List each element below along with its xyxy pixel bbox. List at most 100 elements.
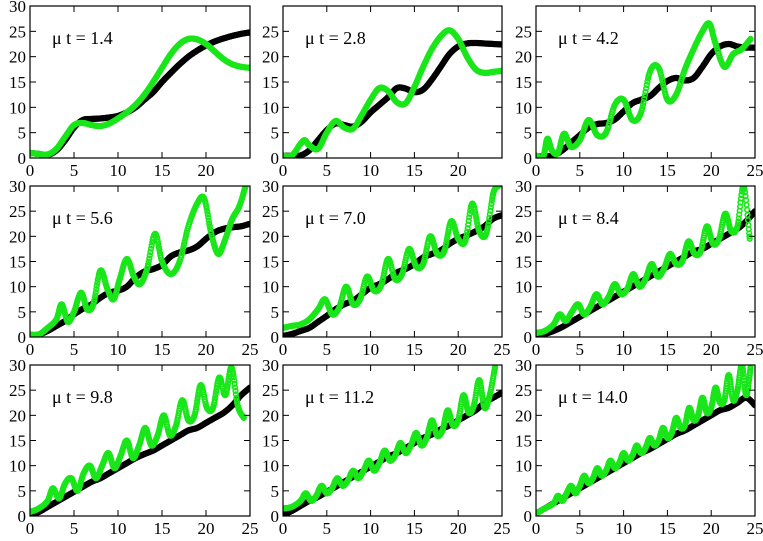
y-tick-label: 25 bbox=[262, 22, 279, 41]
y-tick-label: 10 bbox=[262, 98, 279, 117]
data-point bbox=[746, 230, 753, 237]
data-point bbox=[204, 211, 211, 218]
x-tick-label: 15 bbox=[659, 161, 676, 180]
x-tick-label: 10 bbox=[615, 340, 632, 359]
x-tick-label: 10 bbox=[110, 161, 127, 180]
data-point bbox=[145, 258, 152, 265]
data-point bbox=[498, 41, 502, 48]
x-tick-label: 0 bbox=[279, 340, 288, 359]
data-point bbox=[742, 197, 750, 204]
data-point bbox=[488, 200, 495, 207]
y-tick-label: 10 bbox=[515, 278, 532, 297]
data-point bbox=[488, 197, 496, 204]
data-point bbox=[642, 88, 649, 95]
x-tick-label: 20 bbox=[703, 161, 720, 180]
data-point bbox=[495, 186, 502, 190]
data-point bbox=[485, 218, 492, 225]
data-point bbox=[182, 235, 189, 242]
data-point bbox=[484, 226, 491, 234]
series-group bbox=[30, 186, 250, 337]
data-point bbox=[179, 247, 186, 254]
x-tick-label: 15 bbox=[154, 340, 171, 359]
data-point bbox=[484, 224, 491, 231]
x-tick-label: 20 bbox=[198, 161, 215, 180]
series-2 bbox=[30, 186, 249, 337]
x-tick-label: 25 bbox=[747, 340, 763, 359]
data-point bbox=[486, 214, 493, 221]
data-point bbox=[146, 252, 153, 259]
data-point bbox=[639, 104, 646, 112]
y-tick-label: 15 bbox=[9, 73, 26, 92]
panel-label: μ t = 5.6 bbox=[52, 208, 113, 228]
data-point bbox=[737, 195, 745, 202]
series-group bbox=[30, 29, 250, 158]
x-tick-label: 5 bbox=[323, 340, 332, 359]
data-point bbox=[734, 221, 742, 228]
series-2 bbox=[536, 186, 753, 337]
data-point bbox=[751, 44, 755, 51]
data-point bbox=[641, 95, 648, 102]
data-point bbox=[657, 72, 665, 79]
data-point bbox=[443, 237, 450, 244]
y-tick-label: 5 bbox=[524, 124, 533, 143]
data-point bbox=[644, 78, 651, 85]
y-tick-label: 0 bbox=[524, 328, 533, 347]
y-tick-label: 25 bbox=[262, 202, 279, 221]
x-tick-label: 10 bbox=[362, 340, 379, 359]
data-point bbox=[747, 35, 754, 43]
y-tick-label: 5 bbox=[271, 303, 280, 322]
data-point bbox=[659, 77, 666, 84]
x-tick-label: 5 bbox=[323, 161, 332, 180]
x-tick-label: 20 bbox=[703, 340, 720, 359]
data-point bbox=[473, 217, 480, 224]
y-tick-label: 10 bbox=[515, 98, 532, 117]
x-tick-label: 15 bbox=[154, 161, 171, 180]
data-point bbox=[147, 245, 155, 252]
y-tick-label: 30 bbox=[9, 177, 26, 196]
x-tick-label: 25 bbox=[242, 340, 259, 359]
y-tick-label: 5 bbox=[524, 303, 533, 322]
data-point bbox=[206, 220, 213, 227]
data-point bbox=[744, 211, 751, 219]
data-point bbox=[155, 244, 162, 251]
y-tick-label: 10 bbox=[262, 278, 279, 297]
y-tick-label: 10 bbox=[9, 278, 26, 297]
panel-label: μ t = 8.4 bbox=[558, 208, 619, 228]
data-point bbox=[205, 214, 212, 221]
data-point bbox=[92, 289, 99, 296]
y-tick-label: 20 bbox=[262, 48, 279, 67]
data-point bbox=[642, 85, 650, 92]
x-tick-label: 15 bbox=[406, 161, 423, 180]
data-point bbox=[147, 249, 154, 256]
series-group bbox=[283, 186, 502, 337]
x-tick-label: 15 bbox=[659, 340, 676, 359]
y-tick-label: 20 bbox=[262, 227, 279, 246]
series-group bbox=[536, 186, 755, 337]
data-point bbox=[658, 74, 665, 82]
data-point bbox=[466, 214, 473, 221]
data-point bbox=[91, 294, 98, 302]
data-point bbox=[94, 279, 101, 287]
data-point bbox=[660, 83, 667, 90]
x-tick-label: 25 bbox=[494, 340, 511, 359]
series-group bbox=[283, 27, 502, 158]
y-tick-label: 5 bbox=[18, 124, 27, 143]
data-point bbox=[735, 218, 742, 225]
data-point bbox=[498, 67, 502, 74]
x-tick-label: 20 bbox=[450, 340, 467, 359]
data-point bbox=[743, 206, 751, 213]
data-point bbox=[93, 282, 100, 290]
y-tick-label: 5 bbox=[18, 303, 27, 322]
x-tick-label: 25 bbox=[747, 161, 763, 180]
data-point bbox=[93, 286, 100, 293]
x-tick-label: 20 bbox=[198, 340, 215, 359]
data-point bbox=[659, 80, 667, 87]
data-point bbox=[472, 211, 479, 218]
y-tick-label: 0 bbox=[271, 149, 280, 168]
y-tick-label: 15 bbox=[9, 253, 26, 272]
